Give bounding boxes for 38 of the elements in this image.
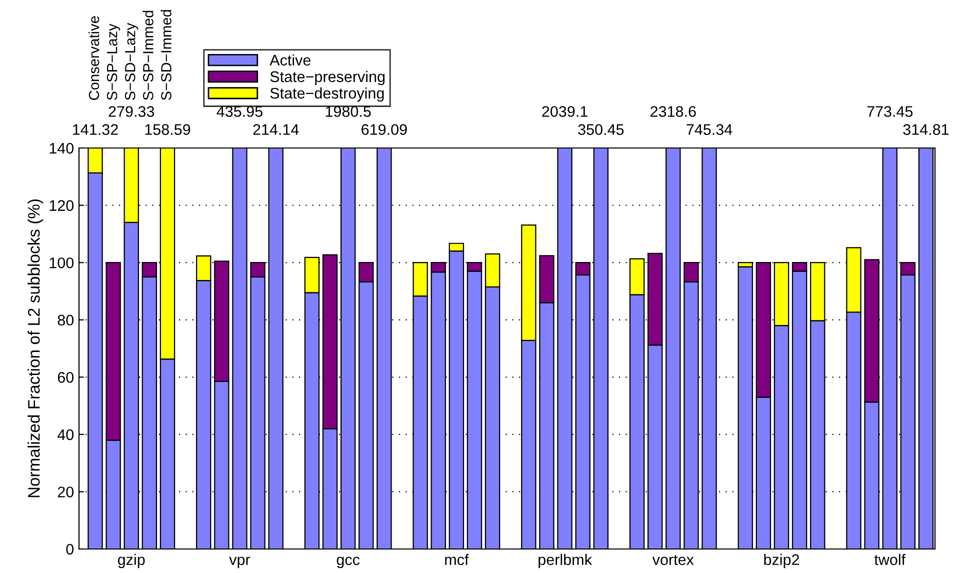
text: 214.14 (253, 124, 299, 135)
text: 279.33 (108, 106, 154, 117)
x-tick-label: vpr (229, 556, 250, 568)
y-tick-label: 80 (58, 314, 74, 326)
y-tick-label: 60 (58, 372, 74, 383)
y-tick-label: 120 (50, 200, 74, 211)
x-tick-label: vortex (652, 555, 694, 566)
text: S−SD−Immed (160, 10, 172, 100)
text: 773.45 (867, 106, 913, 117)
x-tick-label: perlbmk (538, 554, 592, 568)
y-tick-label: 0 (66, 544, 74, 555)
text: S−SD−Lazy (124, 22, 138, 100)
text: 1980.5 (326, 106, 371, 117)
text: 158.59 (145, 124, 190, 135)
y-tick-label: 140 (50, 142, 74, 154)
y-tick-label: 40 (58, 429, 74, 440)
text: Conservative (88, 16, 100, 100)
text: S−SP−Lazy (106, 24, 120, 100)
x-tick-label: gzip (118, 554, 145, 568)
legend-label: State−destroying (270, 87, 384, 102)
text: 745.34 (686, 124, 732, 135)
x-tick-label: twolf (874, 554, 906, 566)
y-tick-label: 100 (50, 257, 74, 268)
x-tick-label: mcf (445, 554, 469, 566)
y-axis-title: Normalized Fraction of L2 subblocks (%) (28, 199, 44, 498)
text: 314.81 (903, 124, 949, 135)
x-tick-label: bzip2 (764, 554, 799, 568)
text: 141.32 (73, 124, 118, 135)
text: S−SP−Immed (142, 10, 154, 100)
text: 619.09 (362, 124, 407, 135)
text: 2318.6 (650, 106, 696, 117)
x-tick-label: gcc (336, 556, 360, 568)
legend-label: Active (270, 54, 311, 66)
y-tick-label: 20 (58, 486, 74, 498)
text: 2039.1 (542, 106, 588, 117)
text: 350.45 (578, 124, 624, 135)
text: 435.95 (216, 106, 262, 117)
legend-label: State−preserving (270, 70, 385, 86)
